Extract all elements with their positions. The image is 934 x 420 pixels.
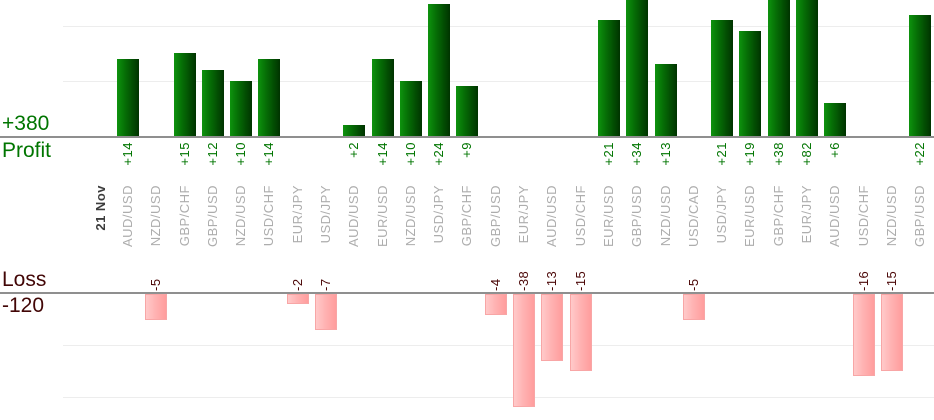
loss-total-label: -120: [2, 294, 45, 317]
currency-pair-label: GBP/USD: [629, 185, 645, 248]
profit-bar: [173, 53, 196, 136]
currency-pair-label: GBP/CHF: [176, 185, 192, 247]
profit-bar: [711, 20, 734, 136]
loss-gridline: [63, 345, 934, 347]
profit-bar: [428, 4, 451, 136]
currency-pair-label: USD/JPY: [431, 185, 447, 244]
profit-bar: [371, 59, 394, 136]
currency-pair-label: EUR/USD: [374, 185, 390, 248]
profit-bar: [795, 0, 818, 136]
currency-pair-label: GBP/CHF: [459, 185, 475, 247]
profit-bar: [201, 70, 224, 136]
currency-pair-label: NZD/USD: [657, 185, 673, 247]
currency-pair-label: USD/CHF: [572, 185, 588, 247]
loss-axis-title: Loss: [2, 268, 47, 291]
loss-bar: [484, 294, 507, 315]
currency-pair-label: GBP/CHF: [770, 185, 786, 247]
profit-bar: [739, 31, 762, 136]
currency-pair-label: GBP/USD: [487, 185, 503, 248]
currency-pair-label: NZD/USD: [402, 185, 418, 247]
date-label: 21 Nov: [93, 185, 108, 231]
loss-bar: [852, 294, 875, 376]
currency-pair-label: USD/CAD: [685, 185, 701, 248]
currency-pair-label: EUR/JPY: [516, 185, 532, 244]
loss-bar: [286, 294, 309, 304]
currency-pair-label: NZD/USD: [148, 185, 164, 247]
profit-axis-line: [0, 136, 934, 138]
currency-pair-label: AUD/USD: [346, 185, 362, 248]
profit-bar: [824, 103, 847, 136]
currency-pair-label: NZD/USD: [233, 185, 249, 247]
profit-bar: [117, 59, 139, 136]
profit-gridline: [63, 81, 934, 82]
profit-bar: [597, 20, 620, 136]
loss-bar: [880, 294, 903, 371]
currency-pair-label: USD/JPY: [318, 185, 334, 244]
profit-bar: [626, 0, 649, 136]
profit-gridline: [63, 26, 934, 27]
profit-bar: [258, 59, 281, 136]
profit-bar: [767, 0, 790, 136]
loss-axis-line: [0, 292, 934, 294]
currency-pair-label: EUR/JPY: [289, 185, 305, 244]
loss-bar: [682, 294, 705, 320]
profit-bar: [230, 81, 253, 136]
profit-bar: [909, 15, 932, 136]
profit-bar: [399, 81, 422, 136]
profit-bar: [343, 125, 366, 136]
loss-bar: [541, 294, 564, 361]
currency-pair-label: USD/JPY: [714, 185, 730, 244]
loss-bar: [513, 294, 536, 407]
currency-pair-label: AUD/USD: [120, 185, 135, 248]
currency-pair-label: EUR/JPY: [798, 185, 814, 244]
loss-gridline: [63, 396, 934, 398]
currency-pair-label: USD/CHF: [261, 185, 277, 247]
currency-pair-label: GBP/USD: [204, 185, 220, 248]
profit-total-label: +380: [2, 112, 50, 135]
loss-bar: [315, 294, 338, 330]
loss-bar: [569, 294, 592, 371]
profit-bar: [456, 86, 479, 136]
profit-bar: [654, 64, 677, 136]
profit-axis-title: Profit: [2, 139, 52, 162]
currency-pair-label: NZD/USD: [883, 185, 899, 247]
currency-pair-label: AUD/USD: [544, 185, 560, 248]
currency-pair-label: EUR/USD: [600, 185, 616, 248]
currency-pair-label: USD/CHF: [855, 185, 871, 247]
currency-pair-label: AUD/USD: [827, 185, 843, 248]
currency-pair-label: GBP/USD: [912, 185, 928, 248]
currency-pair-label: EUR/USD: [742, 185, 758, 248]
loss-bar: [145, 294, 168, 320]
